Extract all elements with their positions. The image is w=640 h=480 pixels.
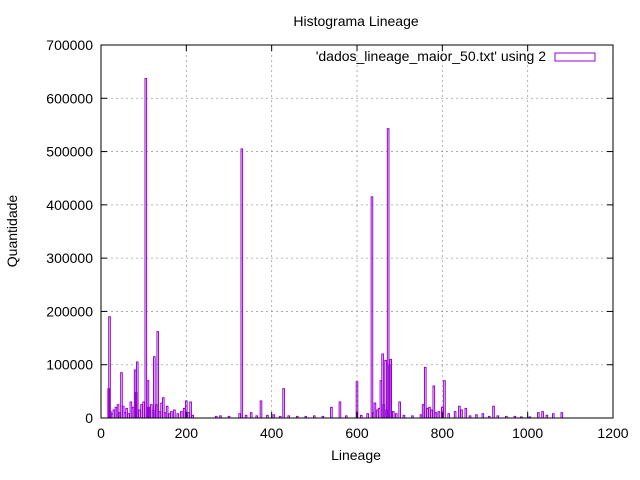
y-tick-label: 500000 xyxy=(46,144,93,160)
histogram-bar xyxy=(398,401,401,419)
x-tick-label: 1000 xyxy=(512,425,543,441)
x-tick-label: 800 xyxy=(431,425,455,441)
histogram-bar xyxy=(249,412,253,419)
histogram-bar xyxy=(537,412,540,419)
histogram-bar xyxy=(437,411,441,419)
histogram-bar xyxy=(421,404,425,419)
histogram-bar xyxy=(138,409,141,419)
histogram-bar xyxy=(140,404,143,419)
chart-title: Histograma Lineage xyxy=(293,13,419,29)
histogram-bar xyxy=(464,407,468,419)
histogram-bar xyxy=(167,413,171,419)
histogram-bar xyxy=(492,405,495,419)
histogram-bar xyxy=(187,412,190,419)
histogram-bar xyxy=(430,409,433,419)
histogram-bar xyxy=(481,413,485,419)
histogram-bar xyxy=(443,380,446,419)
histogram-bar xyxy=(131,406,135,419)
legend-swatch xyxy=(554,52,596,62)
histogram-bar xyxy=(428,406,431,419)
histogram-bar xyxy=(432,385,436,419)
histogram-bar xyxy=(560,412,564,419)
x-axis-ticks: 0 200 400 600 800 1000 1200 xyxy=(97,45,629,441)
y-tick-label: 0 xyxy=(85,410,93,426)
y-tick-label: 600000 xyxy=(46,90,93,106)
histogram-bar xyxy=(423,366,427,419)
histogram-bar xyxy=(144,78,148,419)
histogram-bar xyxy=(460,409,463,419)
histogram-bar xyxy=(129,401,133,419)
x-tick-label: 0 xyxy=(97,425,105,441)
histogram-bar xyxy=(127,413,131,419)
histogram-bar xyxy=(125,407,128,419)
histogram-bar xyxy=(173,409,176,419)
y-axis-ticks: 0 100000 200000 300000 400000 500000 600000 700… xyxy=(46,37,613,426)
histogram-bar xyxy=(179,411,183,419)
legend: 'dados_lineage_maior_50.txt' using 2 xyxy=(316,48,596,64)
histogram-bar xyxy=(394,413,398,419)
histogram-bar xyxy=(259,400,263,419)
histogram-bar xyxy=(434,412,438,419)
histogram-bars xyxy=(107,78,564,419)
histogram-bar xyxy=(240,148,244,419)
histogram-bar xyxy=(189,401,192,419)
histogram-bar xyxy=(453,411,457,419)
histogram-bar xyxy=(391,411,395,419)
histogram-bar xyxy=(426,407,429,419)
histogram-bar xyxy=(551,413,555,419)
x-tick-label: 600 xyxy=(345,425,369,441)
x-tick-label: 400 xyxy=(260,425,284,441)
histogram-bar xyxy=(330,406,333,419)
histogram-bar xyxy=(338,401,342,419)
x-tick-label: 200 xyxy=(175,425,199,441)
y-tick-label: 200000 xyxy=(46,303,93,319)
histogram-bar xyxy=(182,407,186,419)
histogram-bar xyxy=(238,413,241,419)
x-tick-label: 1200 xyxy=(597,425,628,441)
y-tick-label: 100000 xyxy=(46,357,93,373)
legend-label: 'dados_lineage_maior_50.txt' using 2 xyxy=(316,48,546,64)
histogram-bar xyxy=(458,405,461,419)
y-tick-label: 700000 xyxy=(46,37,93,53)
histogram-bar xyxy=(370,196,374,419)
histogram-bar xyxy=(153,356,156,419)
histogram-bar xyxy=(170,411,173,419)
histogram-bar xyxy=(165,405,169,419)
grid xyxy=(101,45,613,418)
histogram-bar xyxy=(384,359,387,419)
histogram-bar xyxy=(142,401,145,419)
histogram-bar xyxy=(112,409,116,419)
x-axis-title: Lineage xyxy=(331,447,381,463)
y-tick-label: 400000 xyxy=(46,197,93,213)
histogram-bar xyxy=(366,413,369,419)
histogram-bar xyxy=(163,412,167,419)
histogram-bar xyxy=(282,388,285,419)
histogram-bar xyxy=(114,406,118,419)
y-tick-label: 300000 xyxy=(46,250,93,266)
histogram-bar xyxy=(447,413,451,419)
histogram-bar xyxy=(373,402,377,419)
histogram-bar xyxy=(176,413,180,419)
y-axis-title: Quantidade xyxy=(4,195,20,268)
histogram-bar xyxy=(541,411,544,419)
